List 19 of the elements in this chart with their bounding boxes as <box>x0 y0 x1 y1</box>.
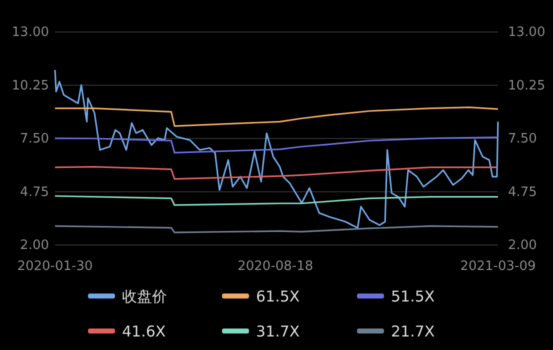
y-tick-label: 7.50 <box>20 132 49 146</box>
y-tick-label: 4.75 <box>20 184 49 200</box>
legend-label: 51.5X <box>391 288 435 306</box>
y-tick-label: 13.00 <box>12 25 49 40</box>
x-tick-label: 2020-01-30 <box>17 259 93 274</box>
legend-label: 收盘价 <box>122 288 167 306</box>
legend-label: 61.5X <box>256 288 300 306</box>
x-tick-label: 2021-03-09 <box>460 259 536 274</box>
x-tick-label: 2020-08-18 <box>238 259 314 274</box>
y-tick-label: 10.25 <box>12 78 49 94</box>
y2-tick-label: 13.00 <box>508 25 546 40</box>
y2-tick-label: 7.50 <box>508 132 537 146</box>
y2-tick-label: 2.00 <box>508 238 537 253</box>
legend-label: 21.7X <box>391 322 435 340</box>
legend-label: 41.6X <box>122 322 166 340</box>
y-tick-label: 2.00 <box>20 238 49 253</box>
legend-label: 31.7X <box>256 322 300 340</box>
y2-tick-label: 4.75 <box>508 184 537 200</box>
y2-tick-label: 10.25 <box>508 78 546 94</box>
